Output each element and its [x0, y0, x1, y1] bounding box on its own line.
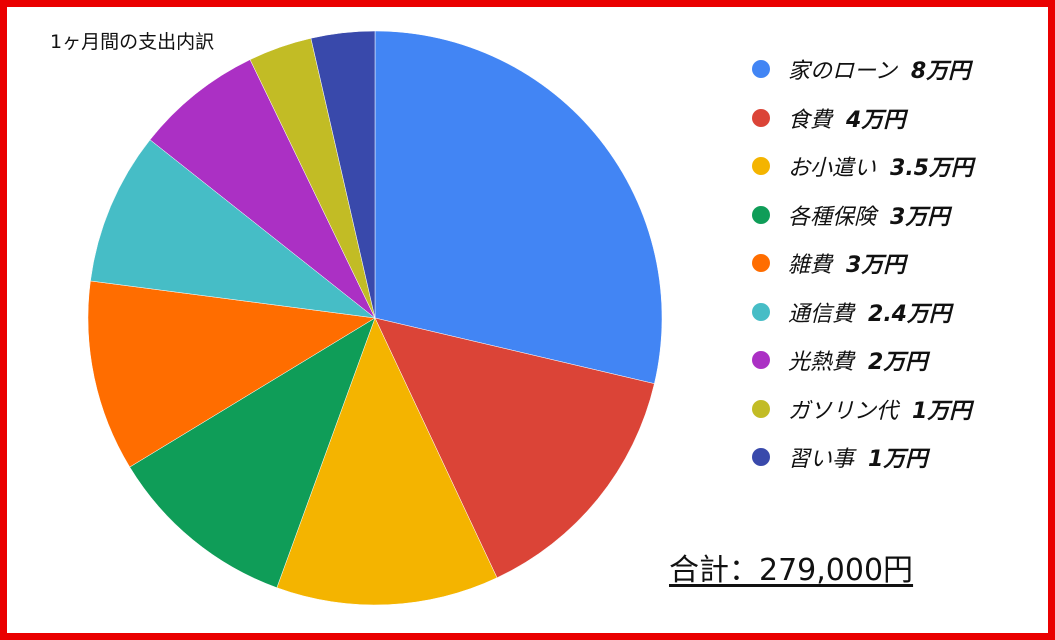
pie-slice-3 — [129, 317, 376, 589]
legend-label: 食費 — [788, 107, 833, 133]
legend-value: 2.4万円 — [868, 301, 951, 327]
legend-label: 光熱費 — [788, 350, 855, 376]
legend-item: 家のローン 8万円 — [752, 45, 1048, 94]
legend-item: お小遣い 3.5万円 — [752, 142, 1048, 191]
legend-label: 通信費 — [788, 301, 855, 327]
legend-value: 1万円 — [868, 447, 928, 473]
legend-label: 各種保険 — [788, 204, 877, 230]
legend-value: 3.5万円 — [890, 156, 973, 182]
total-amount: 合計：279,000円 — [669, 553, 914, 588]
legend-swatch-icon — [752, 399, 770, 418]
legend-swatch-icon — [752, 448, 770, 467]
legend-label: 習い事 — [788, 447, 855, 473]
legend-item: ガソリン代 1万円 — [752, 385, 1048, 434]
legend-swatch-icon — [752, 351, 770, 370]
legend-value: 1万円 — [912, 398, 972, 424]
legend-swatch-icon — [752, 302, 770, 321]
legend-item: 通信費 2.4万円 — [752, 288, 1048, 337]
legend-item: 各種保険 3万円 — [752, 191, 1048, 240]
legend-item: 食費 4万円 — [752, 94, 1048, 143]
legend-swatch-icon — [752, 60, 770, 79]
pie-slice-0 — [374, 30, 663, 384]
legend-label: お小遣い — [788, 156, 877, 182]
pie-slice-1 — [374, 317, 655, 579]
legend-item: 光熱費 2万円 — [752, 336, 1048, 385]
legend-swatch-icon — [752, 205, 770, 224]
legend-item: 雑費 3万円 — [752, 239, 1048, 288]
legend-label: ガソリン代 — [788, 398, 899, 424]
pie-slice-4 — [87, 280, 376, 468]
pie-chart — [87, 30, 663, 606]
legend-swatch-icon — [752, 157, 770, 176]
legend-value: 2万円 — [868, 350, 928, 376]
legend-label: 雑費 — [788, 253, 833, 279]
legend-item: 習い事 1万円 — [752, 433, 1048, 482]
legend-swatch-icon — [752, 108, 770, 127]
legend-value: 4万円 — [846, 107, 906, 133]
pie-slice-5 — [90, 139, 376, 319]
legend-value: 3万円 — [846, 253, 906, 279]
pie-slice-6 — [149, 59, 376, 319]
legend-swatch-icon — [752, 254, 770, 273]
legend-label: 家のローン — [788, 59, 897, 85]
legend-value: 8万円 — [910, 59, 971, 85]
chart-title: 1ヶ月間の支出内訳 — [50, 31, 215, 53]
pie-slice-2 — [276, 317, 498, 606]
legend: 家のローン 8万円 食費 4万円 お小遣い 3.5万円 各種保険 3万円 雑費 3万円 通信費 2.4… — [752, 45, 1048, 482]
pie-slice-8 — [310, 30, 376, 319]
legend-value: 3万円 — [890, 204, 950, 230]
